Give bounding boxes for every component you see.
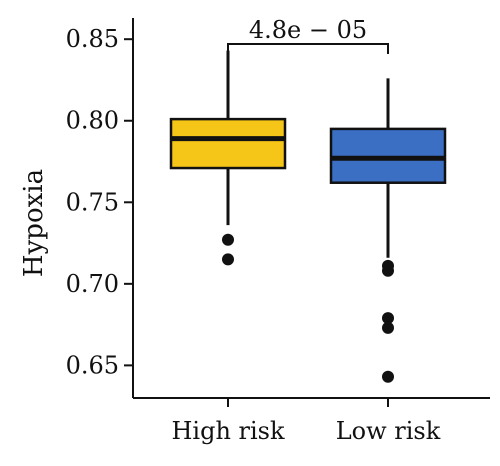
outlier-point xyxy=(222,253,234,266)
y-tick-label: 0.80 xyxy=(66,107,119,135)
y-tick-label: 0.75 xyxy=(66,188,119,216)
x-tick-label: High risk xyxy=(171,417,285,445)
box xyxy=(169,117,287,170)
outlier-point xyxy=(382,264,394,277)
outlier-point xyxy=(382,312,394,325)
outlier-point xyxy=(382,370,394,383)
outlier-point xyxy=(382,321,394,334)
p-value-label: 4.8e − 05 xyxy=(249,16,367,44)
significance-bracket xyxy=(227,43,389,54)
y-axis-title: Hypoxia xyxy=(19,169,49,277)
y-tick-label: 0.65 xyxy=(66,351,119,379)
x-tick-label: Low risk xyxy=(336,417,441,445)
y-tick-label: 0.70 xyxy=(66,270,119,298)
outlier-point xyxy=(222,233,234,246)
y-tick-label: 0.85 xyxy=(66,25,119,53)
